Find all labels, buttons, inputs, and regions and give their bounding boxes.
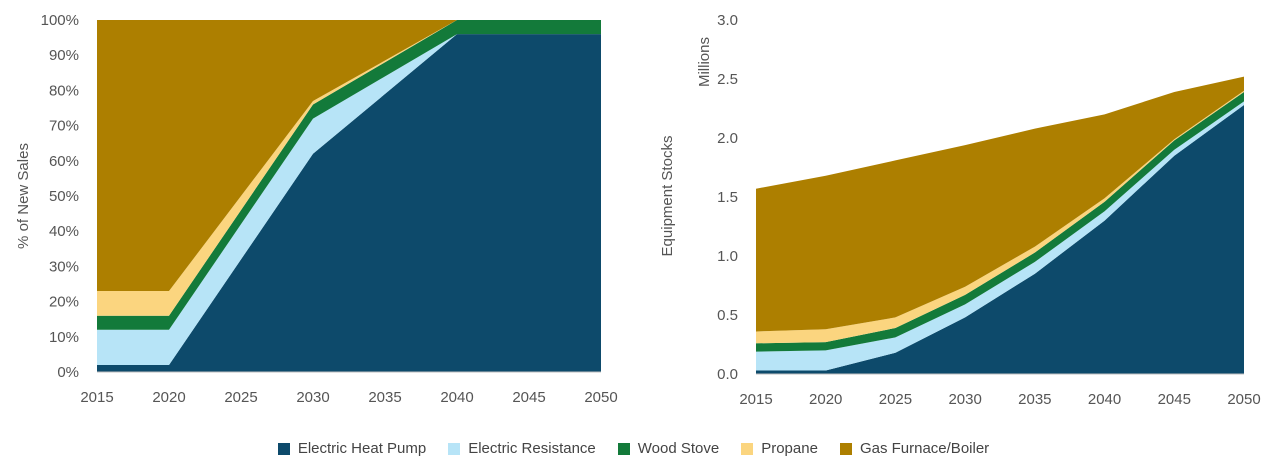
chart2-x-tick-label: 2015	[739, 391, 772, 408]
chart1-y-tick-label: 100%	[41, 12, 79, 29]
legend-label-electric-resistance: Electric Resistance	[468, 440, 596, 457]
chart2-y-tick-label: 2.0	[717, 130, 738, 147]
chart2-x-tick-label: 2020	[809, 391, 842, 408]
legend-item-propane: Propane	[741, 440, 818, 457]
charts-svg: 0% 10% 20% 30% 40% 50% 60% 70% 80% 90% 100% 2015 202…	[15, 12, 1261, 408]
legend-item-gas-furnace-boiler: Gas Furnace/Boiler	[839, 440, 990, 457]
chart2-y-tick-label: 2.5	[717, 71, 738, 88]
legend-swatch-electric-resistance	[448, 442, 461, 455]
chart1-x-tick-label: 2030	[296, 389, 329, 406]
legend-swatch-gas-furnace-boiler	[839, 442, 852, 455]
legend-label-gas-furnace-boiler: Gas Furnace/Boiler	[859, 440, 990, 457]
legend-swatch-electric-heat-pump	[277, 442, 290, 455]
chart2-y-axis-label: Equipment Stocks	[659, 136, 676, 257]
chart2-x-tick-label: 2045	[1158, 391, 1191, 408]
chart2-x-tick-label: 2030	[948, 391, 981, 408]
legend-label-propane: Propane	[761, 440, 818, 457]
chart2-unit-label: Millions	[696, 37, 713, 87]
chart1-y-axis-label: % of New Sales	[15, 143, 32, 249]
chart1-x-tick-label: 2025	[224, 389, 257, 406]
chart2-x-tick-label: 2035	[1018, 391, 1051, 408]
chart1-x-tick-label: 2035	[368, 389, 401, 406]
chart2-y-tick-label: 1.5	[717, 189, 738, 206]
chart1-y-tick-label: 90%	[49, 47, 79, 64]
legend-swatch-propane	[741, 442, 754, 455]
chart1-x-tick-label: 2045	[512, 389, 545, 406]
legend-item-electric-resistance: Electric Resistance	[448, 440, 596, 457]
legend-item-electric-heat-pump: Electric Heat Pump	[277, 440, 427, 457]
chart1-x-tick-label: 2015	[80, 389, 113, 406]
chart2-area-electric-heat-pump	[756, 105, 1244, 374]
chart2-y-tick-label: 3.0	[717, 12, 738, 29]
legend-item-wood-stove: Wood Stove	[617, 440, 720, 457]
chart1-y-tick-label: 60%	[49, 153, 79, 170]
chart2-x-tick-label: 2040	[1088, 391, 1121, 408]
chart1-y-tick-label: 20%	[49, 294, 79, 311]
chart2-x-tick-label: 2025	[879, 391, 912, 408]
chart2-y-tick-label: 0.5	[717, 307, 738, 324]
chart1-area-gas-furnace-boiler	[97, 20, 601, 291]
chart1-y-tick-label: 0%	[57, 364, 79, 381]
chart2-area-gas-furnace-boiler	[756, 76, 1244, 332]
chart1-area-electric-resistance	[97, 34, 601, 365]
legend-swatch-wood-stove	[617, 442, 630, 455]
chart1-x-tick-label: 2040	[440, 389, 473, 406]
chart1-y-tick-label: 80%	[49, 82, 79, 99]
chart1-x-tick-label: 2050	[584, 389, 617, 406]
chart2-y-tick-label: 0.0	[717, 366, 738, 383]
chart1-x-tick-label: 2020	[152, 389, 185, 406]
chart1-area-electric-heat-pump	[97, 34, 601, 372]
chart2-y-tick-label: 1.0	[717, 248, 738, 265]
chart1-y-tick-label: 10%	[49, 329, 79, 346]
chart1-y-tick-label: 40%	[49, 223, 79, 240]
chart1-y-tick-label: 30%	[49, 258, 79, 275]
legend-label-electric-heat-pump: Electric Heat Pump	[297, 440, 427, 457]
legend: Electric Heat Pump Electric Resistance W…	[0, 440, 1267, 457]
chart2-x-tick-label: 2050	[1227, 391, 1260, 408]
chart1-y-tick-label: 70%	[49, 118, 79, 135]
chart1-y-tick-label: 50%	[49, 188, 79, 205]
legend-label-wood-stove: Wood Stove	[637, 440, 720, 457]
